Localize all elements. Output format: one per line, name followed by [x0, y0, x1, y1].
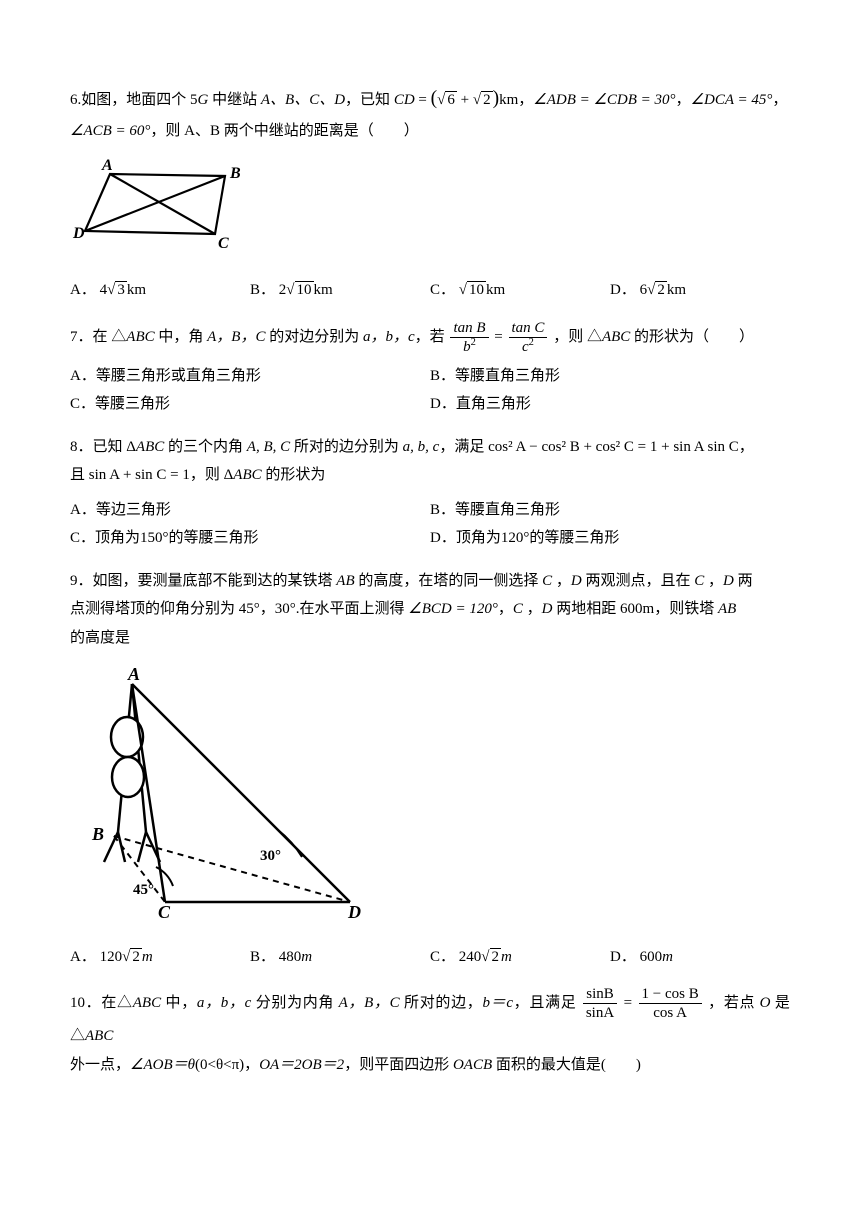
q9-option-a: A． 120√2m: [70, 943, 250, 972]
q8-options: A．等边三角形 B．等腰直角三角形 C．顶角为150°的等腰三角形 D．顶角为1…: [70, 496, 790, 553]
question-7: 7．在 △ABC 中，角 A，B，C 的对边分别为 a，b，c，若 tan Bb…: [70, 319, 790, 419]
q9-option-c: C． 240√2m: [430, 943, 610, 972]
svg-text:A: A: [127, 664, 140, 684]
q8-option-d: D．顶角为120°的等腰三角形: [430, 524, 790, 553]
q7-options: A．等腰三角形或直角三角形 B．等腰直角三角形 C．等腰三角形 D．直角三角形: [70, 362, 790, 419]
question-8: 8．已知 ΔABC 的三个内角 A, B, C 所对的边分别为 a, b, c，…: [70, 433, 790, 553]
question-6: 6.如图，地面四个 5G 中继站 A、B、C、D，已知 CD = (√6 + √…: [70, 80, 790, 305]
q10-text-line2: 外一点，∠AOB＝θ(0<θ<π)，OA＝2OB＝2，则平面四边形 OACB 面…: [70, 1051, 790, 1080]
q8-option-b: B．等腰直角三角形: [430, 496, 790, 525]
q8-option-c: C．顶角为150°的等腰三角形: [70, 524, 430, 553]
q6-option-a: A． 4√3km: [70, 276, 250, 305]
svg-text:B: B: [229, 165, 241, 182]
q6-option-c: C． √10km: [430, 276, 610, 305]
question-10: 10．在△ABC 中，a，b，c 分别为内角 A，B，C 所对的边，b＝c，且满…: [70, 985, 790, 1079]
q6-options: A． 4√3km B． 2√10km C． √10km D． 6√2km: [70, 276, 790, 305]
q9-option-b: B． 480m: [250, 943, 430, 972]
q8-text: 8．已知 ΔABC 的三个内角 A, B, C 所对的边分别为 a, b, c，…: [70, 433, 790, 462]
q7-text: 7．在 △ABC 中，角 A，B，C 的对边分别为 a，b，c，若 tan Bb…: [70, 319, 790, 356]
q6-diagram: A B C D: [70, 156, 250, 256]
q8-text-line2: 且 sin A + sin C = 1，则 ΔABC 的形状为: [70, 461, 790, 490]
question-9: 9．如图，要测量底部不能到达的某铁塔 AB 的高度，在塔的同一侧选择 C ，D …: [70, 567, 790, 972]
q6-text-line2: ∠ACB = 60°，则 A、B 两个中继站的距离是（ ）: [70, 117, 790, 146]
svg-text:C: C: [158, 902, 171, 922]
q9-option-d: D． 600m: [610, 943, 790, 972]
q6-number: 6.: [70, 92, 81, 108]
q9-text: 9．如图，要测量底部不能到达的某铁塔 AB 的高度，在塔的同一侧选择 C ，D …: [70, 567, 790, 596]
q7-option-a: A．等腰三角形或直角三角形: [70, 362, 430, 391]
svg-text:30°: 30°: [260, 848, 281, 864]
q9-diagram: A B C D 45° 30°: [70, 662, 370, 922]
svg-text:C: C: [218, 235, 229, 252]
svg-text:D: D: [347, 902, 361, 922]
q9-text-line2: 点测得塔顶的仰角分别为 45°，30°.在水平面上测得 ∠BCD = 120°，…: [70, 595, 790, 624]
svg-text:45°: 45°: [133, 882, 154, 898]
q9-options: A． 120√2m B． 480m C． 240√2m D． 600m: [70, 943, 790, 972]
q9-figure: A B C D 45° 30°: [70, 662, 790, 933]
svg-text:D: D: [72, 225, 85, 242]
q8-option-a: A．等边三角形: [70, 496, 430, 525]
svg-text:B: B: [91, 824, 104, 844]
q9-text-line3: 的高度是: [70, 624, 790, 653]
q7-option-b: B．等腰直角三角形: [430, 362, 790, 391]
svg-text:A: A: [101, 157, 113, 174]
q7-option-c: C．等腰三角形: [70, 390, 430, 419]
q6-figure: A B C D: [70, 156, 790, 267]
q6-text: 6.如图，地面四个 5G 中继站 A、B、C、D，已知 CD = (√6 + √…: [70, 80, 790, 117]
q7-option-d: D．直角三角形: [430, 390, 790, 419]
q6-option-b: B． 2√10km: [250, 276, 430, 305]
q6-option-d: D． 6√2km: [610, 276, 790, 305]
q10-text: 10．在△ABC 中，a，b，c 分别为内角 A，B，C 所对的边，b＝c，且满…: [70, 985, 790, 1051]
